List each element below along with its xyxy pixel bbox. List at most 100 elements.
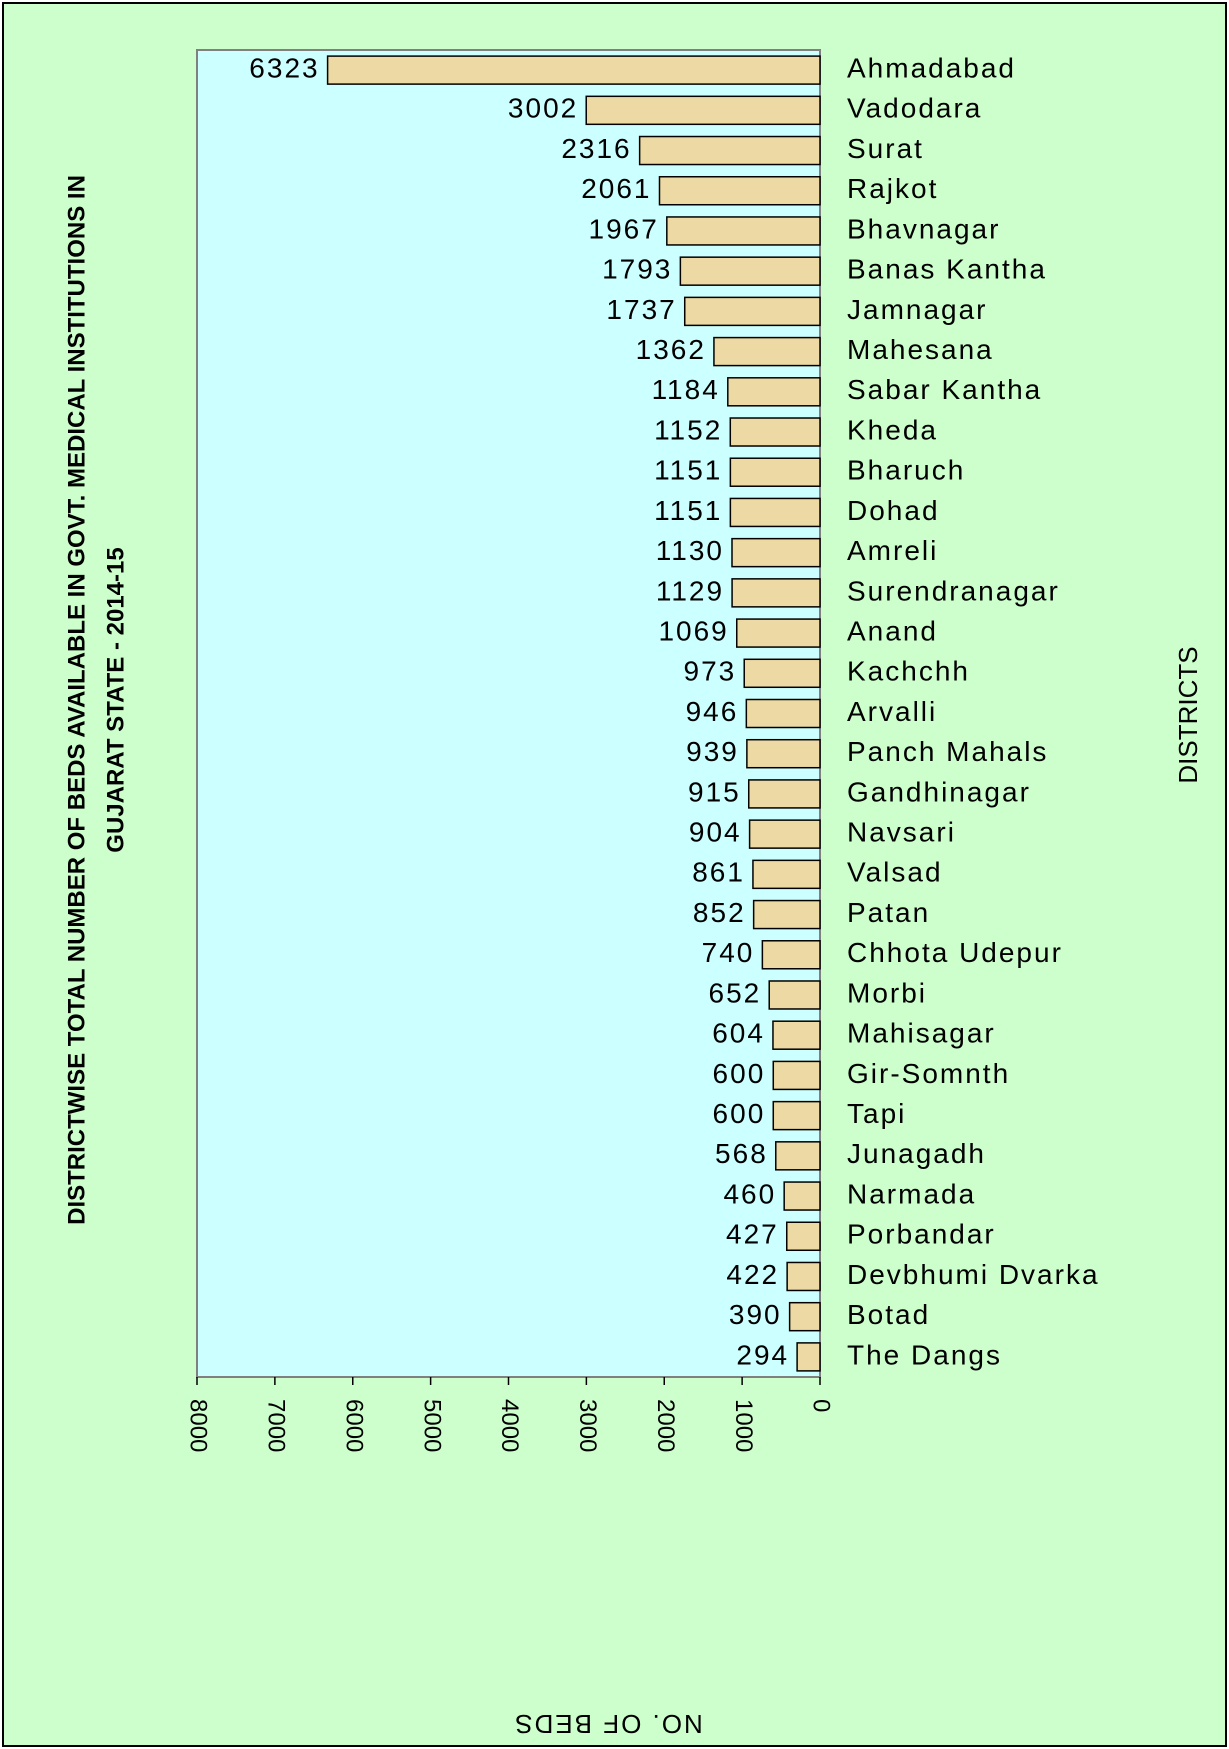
y-tick-label: Gir-Somnth: [847, 1058, 1010, 1089]
x-tick-label: 6000: [340, 1399, 367, 1452]
y-tick-label: Panch Mahals: [847, 736, 1048, 767]
value-label: 1967: [589, 213, 659, 244]
x-tick-label: 0: [808, 1399, 835, 1412]
bar: [736, 618, 821, 648]
bar: [658, 175, 821, 206]
value-label: 652: [709, 977, 762, 1008]
bar: [731, 578, 821, 608]
bar: [796, 1342, 821, 1372]
chart-title: DISTRICTWISE TOTAL NUMBER OF BEDS AVAILA…: [63, 175, 90, 1225]
y-axis-label: DISTRICTS: [1173, 646, 1203, 783]
value-label: 1130: [656, 535, 724, 566]
x-tick-label: 4000: [496, 1399, 523, 1452]
bar: [768, 980, 821, 1010]
value-label: 740: [702, 937, 755, 968]
value-label: 1069: [658, 615, 728, 646]
y-tick-label: Surat: [847, 133, 924, 164]
value-label: 904: [689, 817, 742, 848]
y-tick-label: The Dangs: [847, 1339, 1002, 1370]
value-label: 2061: [581, 173, 651, 204]
y-tick-label: Morbi: [847, 977, 927, 1008]
value-label: 1152: [654, 414, 722, 445]
bar: [783, 1181, 821, 1211]
y-tick-label: Navsari: [847, 817, 956, 848]
bar: [788, 1301, 821, 1332]
x-tick-label: 8000: [185, 1399, 212, 1452]
y-tick-label: Gandhinagar: [847, 776, 1031, 807]
y-tick-label: Jamnagar: [847, 294, 988, 325]
x-tick-label: 2000: [652, 1399, 679, 1452]
value-label: 2316: [561, 133, 631, 164]
bar: [729, 457, 821, 487]
y-tick-label: Mahesana: [847, 334, 994, 365]
bar: [743, 658, 821, 689]
value-label: 460: [723, 1178, 776, 1209]
y-tick-label: Valsad: [847, 857, 943, 888]
value-label: 852: [693, 897, 746, 928]
value-label: 1793: [602, 254, 672, 285]
y-tick-label: Bhavnagar: [847, 213, 1000, 244]
value-label: 600: [713, 1098, 766, 1129]
value-label: 427: [726, 1219, 779, 1250]
y-tick-label: Vadodara: [847, 93, 982, 124]
y-tick-label: Porbandar: [847, 1219, 996, 1250]
bar: [772, 1020, 821, 1050]
bar: [786, 1261, 821, 1292]
y-tick-label: Sabar Kantha: [847, 374, 1042, 405]
bar: [746, 738, 821, 769]
y-tick-label: Tapi: [847, 1098, 906, 1129]
y-tick-label: Dohad: [847, 495, 940, 526]
bar: [748, 819, 821, 849]
bar: [772, 1060, 821, 1091]
value-label: 939: [686, 736, 739, 767]
value-label: 861: [692, 857, 745, 888]
y-tick-label: Botad: [847, 1299, 930, 1330]
x-axis-label: NO. OF BEDS: [513, 1709, 703, 1739]
value-label: 1151: [654, 495, 722, 526]
value-label: 1129: [656, 575, 724, 606]
bar: [785, 1221, 821, 1252]
bar: [727, 377, 821, 407]
x-tick-label: 3000: [574, 1399, 601, 1452]
y-tick-label: Banas Kantha: [847, 254, 1047, 285]
value-label: 600: [713, 1058, 766, 1089]
y-tick-label: Surendranagar: [847, 575, 1060, 606]
y-tick-label: Rajkot: [847, 173, 938, 204]
value-label: 6323: [249, 52, 319, 83]
bar: [683, 296, 821, 327]
y-tick-label: Patan: [847, 897, 930, 928]
y-tick-label: Bharuch: [847, 455, 965, 486]
value-label: 294: [736, 1339, 789, 1370]
bar: [666, 216, 821, 246]
bar: [772, 1100, 821, 1131]
y-tick-label: Anand: [847, 615, 938, 646]
value-label: 3002: [508, 93, 578, 124]
bar: [638, 135, 821, 166]
value-label: 973: [684, 656, 737, 687]
chart-title: GUJARAT STATE - 2014-15: [102, 547, 129, 852]
y-tick-label: Chhota Udepur: [847, 937, 1063, 968]
x-tick-label: 5000: [418, 1399, 445, 1452]
bar: [745, 698, 821, 729]
y-tick-label: Mahisagar: [847, 1018, 996, 1049]
bar: [775, 1141, 821, 1171]
value-label: 1151: [654, 455, 722, 486]
y-tick-label: Amreli: [847, 535, 938, 566]
bar: [747, 779, 821, 809]
x-tick-label: 1000: [730, 1399, 757, 1452]
value-label: 1737: [606, 294, 676, 325]
y-tick-label: Junagadh: [847, 1138, 986, 1169]
value-label: 604: [712, 1018, 765, 1049]
value-label: 568: [715, 1138, 768, 1169]
bar: [326, 55, 821, 85]
y-tick-label: Kachchh: [847, 656, 970, 687]
value-label: 1362: [636, 334, 706, 365]
y-tick-label: Narmada: [847, 1178, 976, 1209]
y-tick-label: Ahmadabad: [847, 52, 1016, 83]
bar: [752, 899, 821, 930]
bar: [713, 336, 821, 367]
bar: [761, 940, 821, 970]
y-tick-label: Arvalli: [847, 696, 937, 727]
value-label: 915: [688, 776, 741, 807]
